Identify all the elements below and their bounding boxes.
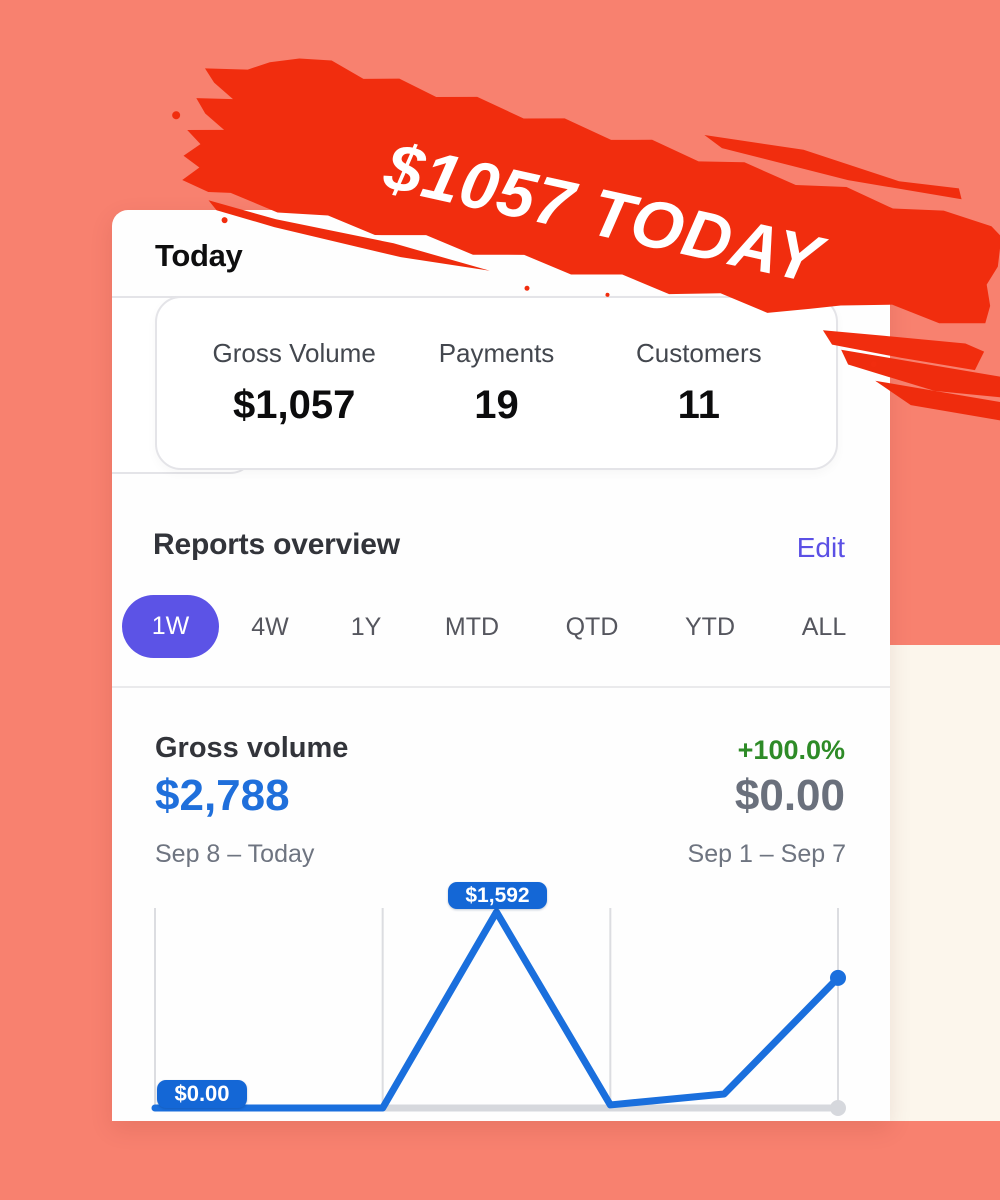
today-metrics-card[interactable]: Gross Volume $1,057 Payments 19 Customer… [155, 296, 838, 470]
previous-period-value: $0.00 [734, 771, 845, 820]
brush-streak-tail [875, 380, 1000, 427]
metric-label: Gross Volume [212, 338, 376, 368]
metric-value: 11 [677, 383, 720, 427]
chart-zero-value-badge: $0.00 [157, 1080, 247, 1108]
brush-streak-top [704, 134, 962, 200]
metric-value: $1,057 [232, 383, 356, 427]
metric-value: 19 [474, 383, 519, 427]
today-heading: Today [155, 238, 243, 273]
range-tab-1y[interactable]: 1Y [350, 613, 382, 641]
percent-change-badge: +100.0% [737, 735, 845, 765]
range-tab-qtd[interactable]: QTD [565, 613, 619, 641]
range-tab-1w-selected[interactable]: 1W [122, 595, 219, 658]
reports-overview-heading: Reports overview [153, 528, 400, 561]
range-tab-mtd[interactable]: MTD [444, 613, 500, 641]
line-chart-canvas [151, 908, 846, 1116]
range-tab-4w[interactable]: 4W [251, 613, 289, 641]
dashboard-card: Today Gross Volume $1,057 Payments 19 Cu… [112, 210, 890, 1121]
metric-payments: Payments 19 [395, 338, 597, 428]
section-divider [112, 686, 890, 688]
background-patch [888, 645, 1000, 1121]
range-tab-all[interactable]: ALL [801, 613, 847, 641]
current-period-value: $2,788 [155, 771, 290, 820]
current-period-range: Sep 8 – Today [155, 840, 315, 868]
edit-button[interactable]: Edit [796, 532, 845, 563]
chart-peak-value-badge: $1,592 [448, 882, 547, 909]
metric-label: Payments [438, 338, 555, 368]
gross-volume-heading: Gross volume [155, 732, 349, 764]
metric-gross-volume: Gross Volume $1,057 [193, 338, 395, 428]
metric-customers: Customers 11 [598, 338, 800, 428]
metric-label: Customers [635, 338, 762, 368]
gross-volume-chart[interactable] [140, 875, 860, 1120]
brush-speckle [172, 111, 181, 120]
range-tab-ytd[interactable]: YTD [685, 613, 735, 641]
previous-period-range: Sep 1 – Sep 7 [687, 840, 846, 868]
